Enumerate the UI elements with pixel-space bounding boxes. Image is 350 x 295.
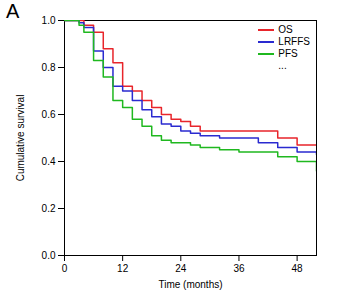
svg-text:1.0: 1.0 — [42, 15, 56, 26]
svg-text:Cumulative survival: Cumulative survival — [15, 95, 26, 182]
svg-text:0.6: 0.6 — [42, 109, 56, 120]
html-text:A: A — [6, 0, 20, 22]
html-text:OS: OS — [278, 24, 293, 35]
svg-text:Time (months): Time (months) — [158, 279, 222, 290]
svg-text:0.2: 0.2 — [42, 203, 56, 214]
svg-text:36: 36 — [233, 263, 245, 274]
svg-text:24: 24 — [175, 263, 187, 274]
html-text:PFS: PFS — [278, 48, 298, 59]
svg-text:0.4: 0.4 — [42, 156, 56, 167]
html-text:LRFFS: LRFFS — [278, 36, 310, 47]
svg-text:48: 48 — [292, 263, 304, 274]
svg-text:0.0: 0.0 — [42, 250, 56, 261]
svg-text:0.8: 0.8 — [42, 62, 56, 73]
svg-text:12: 12 — [117, 263, 129, 274]
svg-text:0: 0 — [62, 263, 68, 274]
